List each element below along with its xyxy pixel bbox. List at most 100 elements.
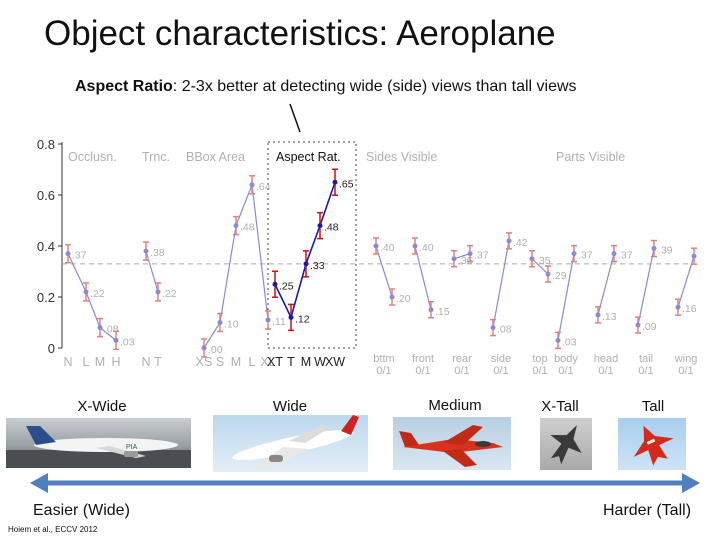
data-point [529, 256, 535, 262]
panel-title: Occlusn. [68, 150, 117, 164]
data-point [691, 253, 697, 259]
slide-subtitle: Aspect Ratio: 2-3x better at detecting w… [75, 78, 577, 96]
data-point [288, 314, 294, 320]
panel-title: Trnc. [142, 150, 170, 164]
subtitle-bold: Aspect Ratio [75, 78, 173, 95]
x-wide-airplane-photo: PIA [6, 418, 191, 468]
data-point [265, 317, 271, 323]
category-label: S [216, 355, 224, 369]
data-point [233, 223, 239, 229]
category-label: wing [674, 353, 698, 365]
category-sub-label: 0/1 [532, 365, 547, 375]
easier-label: Easier (Wide) [33, 502, 130, 519]
data-label: .37 [474, 250, 489, 262]
category-label: L [249, 355, 256, 369]
data-label: .20 [396, 293, 411, 305]
category-sub-label: 0/1 [678, 365, 693, 375]
wide-airplane-photo [213, 415, 368, 472]
slide-title: Object characteristics: Aeroplane [44, 14, 556, 53]
data-label: .38 [150, 247, 165, 259]
data-point [65, 251, 71, 257]
series-line [453, 253, 471, 260]
data-point [635, 322, 641, 328]
data-point [113, 337, 119, 343]
subtitle-rest: : 2-3x better at detecting wide (side) v… [172, 78, 577, 95]
data-point [651, 246, 657, 252]
category-sub-label: 0/1 [493, 365, 508, 375]
series-line [637, 248, 655, 326]
series-line [414, 245, 432, 310]
category-label: head [594, 353, 618, 365]
y-tick-label: 0.8 [37, 137, 55, 152]
y-tick-label: 0.6 [37, 188, 55, 203]
panel-title: BBox Area [186, 150, 245, 164]
data-label: .65 [339, 178, 354, 190]
x-tall-airplane-photo [540, 418, 592, 470]
data-point [467, 251, 473, 257]
data-label: .35 [458, 255, 473, 267]
data-label: .25 [279, 280, 294, 292]
data-label: .37 [72, 250, 87, 262]
category-label: T [287, 355, 295, 369]
panel-title: Aspect Rat. [276, 150, 341, 164]
data-point [332, 179, 338, 185]
data-point [611, 251, 617, 257]
data-point [675, 304, 681, 310]
category-label: front [412, 353, 434, 365]
data-label: .37 [578, 250, 593, 262]
data-label: .15 [435, 306, 450, 318]
data-point [97, 325, 103, 331]
series-line [557, 253, 575, 341]
data-label: .48 [240, 222, 255, 234]
series-line [492, 240, 510, 328]
data-point [428, 307, 434, 313]
data-label: .00 [208, 344, 223, 356]
data-label: .13 [602, 311, 617, 323]
category-label: top [532, 353, 547, 365]
category-sub-label: 0/1 [598, 365, 613, 375]
data-label: .08 [104, 324, 119, 336]
data-point [490, 325, 496, 331]
category-label: side [491, 353, 511, 365]
svg-text:PIA: PIA [126, 444, 138, 451]
data-label: .22 [90, 288, 105, 300]
data-point [389, 294, 395, 300]
data-label: .40 [380, 242, 395, 254]
difficulty-arrow [30, 473, 700, 493]
data-label: .11 [272, 316, 286, 328]
category-label: M [95, 355, 105, 369]
category-sub-label: 0/1 [454, 365, 469, 375]
label-tall: Tall [641, 398, 665, 415]
data-point [303, 261, 309, 267]
y-tick-label: 0 [48, 341, 55, 356]
category-label: XT [267, 355, 283, 369]
data-label: .09 [642, 321, 657, 333]
harder-label: Harder (Tall) [603, 502, 692, 519]
category-label: H [111, 355, 120, 369]
category-label: rear [452, 353, 472, 365]
data-point [412, 243, 418, 249]
category-label: XL [260, 355, 275, 369]
series-line [597, 253, 615, 316]
label-wide: Wide [272, 398, 308, 415]
series-line [531, 258, 549, 275]
category-label: L [83, 355, 90, 369]
y-tick-label: 0.4 [37, 239, 55, 254]
data-point [506, 238, 512, 244]
panel-title: Parts Visible [556, 150, 625, 164]
data-point [317, 223, 323, 229]
category-label: M [231, 355, 241, 369]
highlight-box [267, 141, 357, 349]
category-label: body [554, 353, 578, 365]
label-x-wide: X-Wide [77, 398, 127, 415]
data-point [545, 271, 551, 277]
series-line [67, 253, 117, 341]
data-label: .33 [310, 260, 325, 272]
data-label: .08 [497, 324, 512, 336]
data-point [373, 243, 379, 249]
data-label: .42 [513, 237, 528, 249]
data-label: .12 [295, 313, 310, 325]
panel-title: Sides Visible [366, 150, 437, 164]
category-sub-label: 0/1 [558, 365, 573, 375]
